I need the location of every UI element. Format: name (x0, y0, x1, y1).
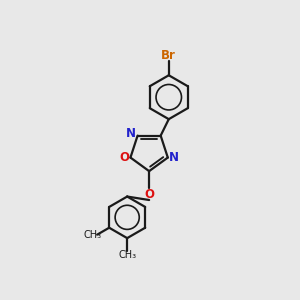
Text: CH₃: CH₃ (84, 230, 102, 240)
Text: N: N (126, 127, 136, 140)
Text: O: O (119, 151, 129, 164)
Text: CH₃: CH₃ (118, 250, 136, 260)
Text: Br: Br (161, 50, 176, 62)
Text: N: N (169, 151, 179, 164)
Text: O: O (144, 188, 154, 201)
